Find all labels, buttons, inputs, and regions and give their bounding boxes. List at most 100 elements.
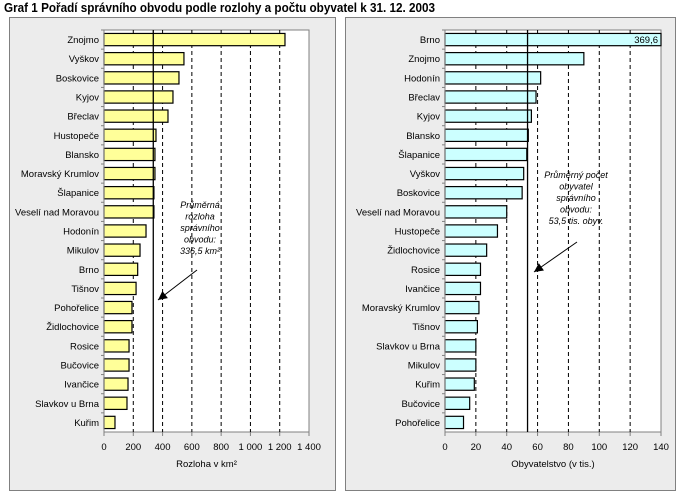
population-annotation-line: 53,5 tis. obyv. (549, 216, 604, 226)
area-x-tick-label: 1 200 (268, 442, 292, 453)
area-category-label: Vyškov (69, 54, 100, 65)
area-x-tick-label: 800 (213, 442, 229, 453)
area-bar (103, 71, 180, 85)
population-x-tick-label: 140 (653, 442, 669, 453)
population-bar (444, 377, 475, 391)
population-category-label: Boskovice (397, 188, 440, 199)
area-category-label: Tišnov (71, 284, 99, 295)
area-category-label: Moravský Krumlov (21, 169, 99, 180)
population-bar (444, 396, 471, 411)
population-bar (444, 147, 528, 162)
area-bar (103, 415, 116, 430)
area-bar (103, 358, 130, 372)
area-category-label: Brno (79, 265, 99, 276)
population-bar (444, 339, 477, 353)
area-bar (103, 147, 156, 162)
population-data-label: 369,6 (634, 35, 658, 46)
population-x-axis-title: Obyvatelstvo (v tis.) (511, 459, 594, 470)
area-x-tick-label: 600 (184, 442, 200, 453)
area-x-tick-label: 200 (125, 442, 141, 453)
area-bar (103, 109, 169, 123)
area-bar (103, 243, 141, 257)
page-title: Graf 1 Pořadí správního obvodu podle roz… (4, 0, 436, 15)
area-category-label: Hustopeče (54, 131, 99, 142)
population-bar (444, 90, 537, 104)
area-annotation-line: obvodu: (184, 235, 217, 245)
area-x-tick-label: 1 400 (297, 442, 321, 453)
population-category-label: Blansko (406, 131, 440, 142)
population-bar (444, 262, 482, 277)
population-bar (444, 166, 525, 181)
population-bar (444, 281, 482, 296)
area-x-axis-title: Rozloha v km² (176, 459, 237, 470)
population-x-tick-label: 80 (563, 442, 574, 453)
area-category-label: Veselí nad Moravou (15, 207, 99, 218)
population-category-label: Šlapanice (398, 150, 440, 161)
area-category-label: Židlochovice (46, 322, 99, 333)
population-annotation-line: obvodu: (560, 205, 593, 215)
area-category-label: Slavkov u Brna (35, 399, 100, 410)
population-category-label: Vyškov (410, 169, 441, 180)
population-bar (444, 205, 508, 219)
area-bar (103, 205, 155, 219)
population-category-label: Slavkov u Brna (376, 341, 441, 352)
area-x-tick-label: 0 (101, 442, 106, 453)
population-category-label: Kyjov (417, 112, 440, 123)
area-category-label: Břeclav (67, 112, 99, 123)
area-x-tick-label: 1 000 (239, 442, 263, 453)
population-bar (444, 243, 488, 257)
area-category-label: Šlapanice (57, 188, 99, 199)
population-arrowhead-icon (534, 263, 544, 272)
area-bar (103, 32, 286, 47)
area-bar (103, 128, 157, 143)
population-annotation-line: Průměrný počet (544, 170, 608, 180)
population-x-tick-label: 0 (442, 442, 447, 453)
area-annotation-line: správního (180, 223, 220, 233)
population-category-label: Moravský Krumlov (362, 303, 440, 314)
population-x-tick-label: 40 (501, 442, 512, 453)
population-annotation-line: obyvatel (559, 182, 594, 192)
area-category-label: Znojmo (67, 35, 99, 46)
area-annotation-line: Průměrná (180, 200, 220, 210)
area-category-label: Ivančice (64, 380, 99, 391)
area-bar (103, 185, 155, 200)
population-category-label: Břeclav (408, 93, 440, 104)
area-bar (103, 166, 156, 181)
area-category-label: Mikulov (67, 246, 99, 257)
population-category-label: Veselí nad Moravou (356, 207, 440, 218)
area-category-label: Bučovice (60, 361, 99, 372)
population-category-label: Hustopeče (395, 227, 440, 238)
population-category-label: Pohořelice (395, 418, 440, 429)
population-bar (444, 128, 529, 143)
population-x-tick-label: 120 (622, 442, 638, 453)
area-bar (103, 377, 129, 391)
population-category-label: Znojmo (408, 54, 440, 65)
population-bar (444, 71, 542, 85)
population-category-label: Ivančice (405, 284, 440, 295)
area-annotation-line: 336,5 km² (180, 246, 221, 256)
area-category-label: Kuřim (74, 418, 99, 429)
population-category-label: Židlochovice (387, 246, 440, 257)
area-category-label: Boskovice (56, 73, 99, 84)
area-bar (103, 396, 128, 411)
population-bar (444, 300, 480, 315)
area-bar (103, 90, 174, 104)
area-bar (103, 300, 133, 315)
area-category-label: Hodonín (63, 227, 99, 238)
population-bar (444, 109, 533, 123)
population-category-label: Hodonín (404, 73, 440, 84)
population-bar (444, 224, 499, 238)
area-annotation-line: rozloha (185, 212, 215, 222)
area-category-label: Blansko (65, 150, 99, 161)
area-arrowhead-icon (158, 290, 168, 300)
area-category-label: Rosice (70, 341, 99, 352)
population-x-tick-label: 20 (471, 442, 482, 453)
population-bar (444, 185, 523, 200)
population-category-label: Rosice (411, 265, 440, 276)
population-category-label: Kuřim (415, 380, 440, 391)
area-bar (103, 281, 137, 296)
area-bar (103, 319, 133, 334)
population-x-tick-label: 60 (532, 442, 543, 453)
population-category-label: Tišnov (412, 322, 440, 333)
